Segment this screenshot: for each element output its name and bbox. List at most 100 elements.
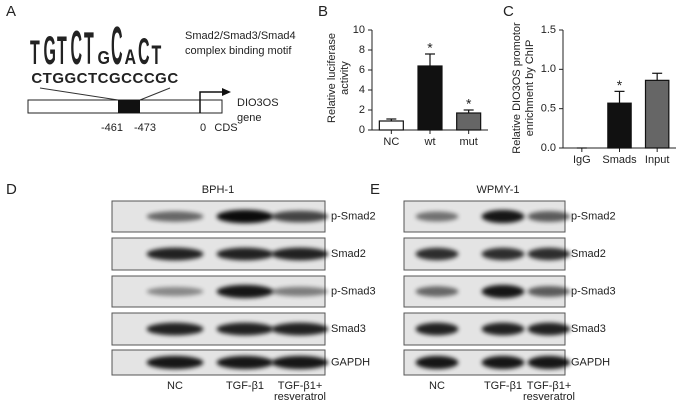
band — [271, 322, 329, 336]
band — [527, 247, 571, 261]
panel-label: C — [503, 3, 514, 20]
row-label: Smad2 — [331, 248, 366, 260]
bar — [607, 102, 632, 149]
band — [216, 322, 274, 336]
band — [216, 355, 274, 370]
row-label: Smad3 — [331, 323, 366, 335]
significance: * — [617, 77, 623, 93]
y-axis-label: Relative DIO3OS promotor — [511, 22, 523, 154]
row-label: p-Smad2 — [571, 210, 616, 222]
band — [481, 247, 525, 261]
logo-letter: T — [84, 24, 94, 75]
logo-letter: T — [57, 29, 67, 74]
lane-label: TGF-β1 — [484, 380, 522, 392]
band — [527, 286, 571, 297]
gene-label: DIO3OS — [237, 97, 279, 109]
y-axis-label: activity — [339, 61, 351, 95]
sequence: CTGGCTCGCCCGC — [31, 70, 178, 87]
band — [527, 355, 571, 370]
y-tick-label: 2 — [359, 104, 365, 116]
row-label: Smad2 — [571, 248, 606, 260]
blot-title: BPH-1 — [202, 184, 234, 196]
y-tick-label: 0.0 — [541, 142, 556, 154]
logo-letter: G — [98, 47, 110, 68]
y-tick-label: 6 — [359, 64, 365, 76]
band — [271, 247, 329, 261]
band — [146, 355, 204, 370]
motif-label: Smad2/Smad3/Smad4 — [185, 30, 296, 42]
significance: * — [466, 96, 472, 112]
logo-letter: C — [111, 17, 123, 77]
y-axis-label: enrichment by ChIP — [524, 40, 536, 137]
position-label: 0 — [200, 122, 206, 134]
bar — [378, 120, 404, 131]
logo-letter: C — [138, 32, 150, 74]
band — [271, 210, 329, 223]
gene-label: gene — [237, 112, 261, 124]
lane-label: resveratrol — [274, 391, 326, 403]
connector — [139, 87, 171, 101]
y-tick-label: 4 — [359, 84, 365, 96]
lane-label: TGF-β1+ — [278, 380, 323, 392]
lane-label: NC — [429, 380, 445, 392]
y-tick-label: 0 — [359, 124, 365, 136]
row-label: Smad3 — [571, 323, 606, 335]
panel-label: D — [6, 181, 17, 198]
band — [146, 286, 204, 297]
panel-label: A — [6, 3, 16, 20]
bar — [644, 79, 670, 149]
band — [271, 355, 329, 370]
row-label: p-Smad3 — [571, 285, 616, 297]
logo-letter: G — [44, 29, 56, 74]
y-axis-label: Relative luciferase — [326, 33, 338, 123]
x-tick-label: IgG — [573, 154, 591, 166]
x-tick-label: Smads — [602, 154, 637, 166]
row-label: GAPDH — [571, 356, 610, 368]
y-tick-label: 0.5 — [541, 103, 556, 115]
band — [216, 247, 274, 261]
band — [481, 209, 525, 224]
bar — [456, 112, 482, 131]
y-tick-label: 1.5 — [541, 24, 556, 36]
band — [216, 209, 274, 224]
significance: * — [427, 40, 433, 56]
tss-arrow-head — [222, 88, 231, 96]
row-label: p-Smad2 — [331, 210, 376, 222]
tss-arrow — [199, 91, 222, 113]
band — [415, 355, 459, 370]
connector — [39, 87, 119, 101]
band — [415, 211, 459, 222]
panel-label: E — [370, 181, 380, 198]
lane-label: NC — [167, 380, 183, 392]
x-tick-label: wt — [424, 136, 436, 148]
position-label: -461 — [101, 122, 123, 134]
band — [415, 322, 459, 336]
band — [415, 247, 459, 261]
band — [481, 322, 525, 336]
logo-letter: A — [125, 45, 137, 69]
band — [527, 322, 571, 336]
band — [146, 247, 204, 261]
x-tick-label: Input — [645, 154, 669, 166]
band — [146, 322, 204, 336]
panel-label: B — [318, 3, 328, 20]
x-tick-label: NC — [383, 136, 399, 148]
y-tick-label: 1.0 — [541, 63, 556, 75]
logo-letter: T — [152, 40, 162, 70]
lane-label: TGF-β1 — [226, 380, 264, 392]
band — [527, 211, 571, 222]
band — [271, 286, 329, 297]
band — [146, 211, 204, 222]
band — [216, 284, 274, 299]
lane-label: resveratrol — [523, 391, 575, 403]
position-label: CDS — [214, 122, 237, 134]
position-label: -473 — [134, 122, 156, 134]
binding-site — [118, 100, 140, 113]
band — [481, 284, 525, 299]
band — [481, 355, 525, 370]
logo-letter: T — [30, 33, 40, 72]
row-label: GAPDH — [331, 356, 370, 368]
y-tick-label: 10 — [353, 24, 365, 36]
row-label: p-Smad3 — [331, 285, 376, 297]
